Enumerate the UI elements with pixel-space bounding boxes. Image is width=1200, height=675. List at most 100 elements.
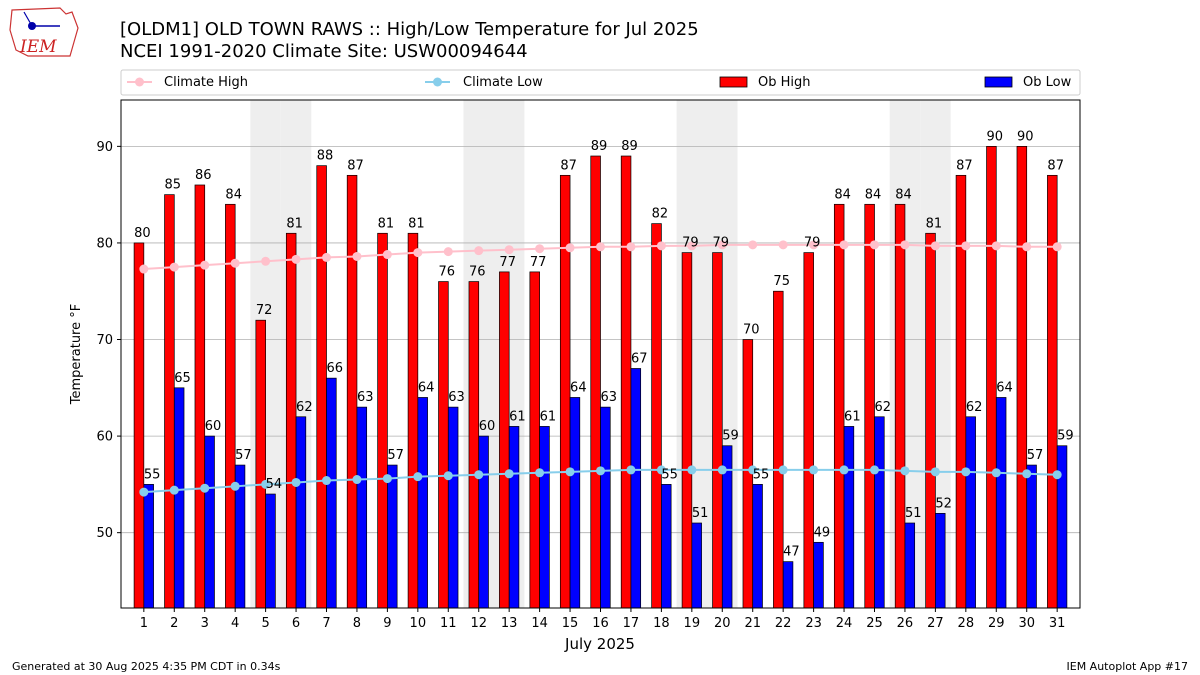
- ob-high-label-day-20: 79: [713, 236, 730, 251]
- ob-low-bar-day-10: [417, 397, 428, 609]
- climate-high-point-day-9: [382, 250, 392, 260]
- x-tick-label-13: 13: [501, 616, 518, 631]
- climate-high-point-day-31: [1052, 242, 1062, 252]
- ob-low-bar-day-29: [995, 397, 1007, 609]
- ob-high-label-day-23: 79: [804, 236, 821, 251]
- climate-high-point-day-17: [626, 242, 636, 252]
- x-tick-label-9: 9: [383, 616, 391, 631]
- climate-low-point-day-20: [717, 465, 727, 475]
- footer-generated: Generated at 30 Aug 2025 4:35 PM CDT in …: [12, 660, 281, 673]
- ob-low-bar-day-17: [630, 368, 642, 609]
- ob-low-bar-day-11: [447, 406, 459, 609]
- ob-low-bar-day-22: [782, 561, 794, 609]
- ob-low-bar-day-2: [173, 387, 185, 609]
- ob-high-label-day-25: 84: [865, 187, 882, 202]
- ob-low-label-day-18: 55: [661, 467, 678, 482]
- ob-low-bar-day-24: [843, 426, 855, 609]
- ob-low-label-day-22: 47: [783, 545, 800, 560]
- ob-low-bar-day-8: [356, 406, 368, 609]
- legend-item-ob-low: Ob Low: [984, 75, 1072, 90]
- ob-high-bar-day-23: [803, 252, 814, 609]
- ob-low-label-day-16: 63: [601, 390, 618, 405]
- ob-high-label-day-16: 89: [591, 139, 608, 154]
- ob-high-label-day-6: 81: [286, 216, 303, 231]
- ob-high-label-day-22: 75: [773, 274, 790, 289]
- ob-high-label-day-12: 76: [469, 265, 486, 280]
- climate-low-point-day-25: [870, 465, 879, 475]
- footer-app-id: IEM Autoplot App #17: [1067, 660, 1189, 673]
- ob-low-bar-day-1: [143, 484, 154, 609]
- climate-low-point-day-16: [596, 466, 605, 476]
- ob-high-bar-day-13: [499, 271, 510, 609]
- climate-low-point-day-2: [169, 485, 179, 495]
- ob-high-bar-day-6: [285, 232, 297, 609]
- ob-high-label-day-29: 90: [987, 129, 1004, 144]
- x-tick-label-29: 29: [988, 616, 1005, 631]
- ob-low-bar-day-7: [326, 377, 337, 609]
- ob-high-label-day-9: 81: [378, 216, 395, 231]
- y-tick-label-90: 90: [96, 140, 113, 155]
- ob-high-label-day-13: 77: [499, 255, 516, 270]
- climate-high-point-day-16: [596, 242, 605, 252]
- y-tick-label-80: 80: [96, 236, 113, 251]
- y-axis: 50 60 70 80 90: [96, 140, 121, 541]
- ob-low-label-day-21: 55: [753, 467, 770, 482]
- climate-high-point-day-2: [169, 262, 179, 272]
- ob-high-label-day-18: 82: [652, 207, 669, 222]
- ob-high-label-day-17: 89: [621, 139, 638, 154]
- state-outline-icon: [9, 7, 79, 57]
- climate-high-point-day-27: [930, 241, 940, 251]
- y-axis-label: Temperature °F: [69, 304, 84, 405]
- x-tick-label-2: 2: [170, 616, 178, 631]
- x-tick-label-16: 16: [592, 616, 609, 631]
- ob-low-label-day-3: 60: [205, 419, 222, 434]
- x-tick-label-4: 4: [231, 616, 239, 631]
- ob-low-label-day-8: 63: [357, 390, 374, 405]
- ob-low-bar-day-5: [265, 493, 276, 609]
- climate-high-point-day-26: [900, 240, 910, 250]
- ob-high-label-day-11: 76: [439, 265, 456, 280]
- climate-high-point-day-10: [413, 248, 423, 258]
- climate-low-point-day-12: [474, 470, 484, 480]
- climate-high-point-day-18: [656, 241, 666, 251]
- x-tick-label-11: 11: [440, 616, 457, 631]
- climate-high-point-day-5: [261, 256, 271, 266]
- ob-high-bar-day-9: [377, 232, 388, 609]
- climate-high-point-day-15: [565, 243, 575, 253]
- x-tick-label-15: 15: [562, 616, 579, 631]
- ob-high-label-day-8: 87: [347, 158, 364, 173]
- chart-title: [OLDM1] OLD TOWN RAWS :: High/Low Temper…: [120, 19, 699, 40]
- climate-high-point-day-29: [991, 241, 1001, 251]
- ob-low-label-day-23: 49: [814, 525, 831, 540]
- ob-high-bar-day-1: [133, 242, 145, 609]
- climate-low-point-day-18: [656, 465, 666, 475]
- x-axis-label: July 2025: [564, 635, 635, 653]
- ob-high-bar-day-5: [255, 319, 266, 609]
- ob-low-label-day-24: 61: [844, 409, 861, 424]
- x-tick-label-8: 8: [353, 616, 361, 631]
- x-tick-label-23: 23: [805, 616, 822, 631]
- ob-low-label-day-19: 51: [692, 506, 709, 521]
- ob-high-label-day-24: 84: [834, 187, 851, 202]
- ob-low-label-day-9: 57: [387, 448, 404, 463]
- x-tick-label-28: 28: [958, 616, 975, 631]
- ob-high-label-day-28: 87: [956, 158, 973, 173]
- climate-high-point-day-7: [322, 252, 331, 262]
- climate-low-point-day-4: [230, 481, 240, 491]
- ob-high-bar-day-17: [620, 155, 632, 609]
- x-tick-label-24: 24: [836, 616, 853, 631]
- ob-high-bar-day-29: [986, 146, 997, 609]
- ob-low-label-day-25: 62: [875, 400, 892, 415]
- iem-logo: IEM: [9, 7, 79, 57]
- ob-high-bar-day-15: [559, 174, 571, 609]
- ob-low-label-day-11: 63: [448, 390, 465, 405]
- climate-low-point-day-11: [443, 471, 453, 481]
- ob-low-bar-day-26: [904, 522, 916, 609]
- ob-high-label-day-31: 87: [1047, 158, 1064, 173]
- ob-high-label-day-21: 70: [743, 323, 760, 338]
- climate-low-point-day-14: [535, 468, 545, 478]
- ob-low-bar-day-13: [508, 426, 520, 609]
- ob-high-bar-day-28: [955, 174, 967, 609]
- climate-high-point-day-24: [839, 240, 849, 250]
- ob-low-bar-day-14: [539, 426, 550, 609]
